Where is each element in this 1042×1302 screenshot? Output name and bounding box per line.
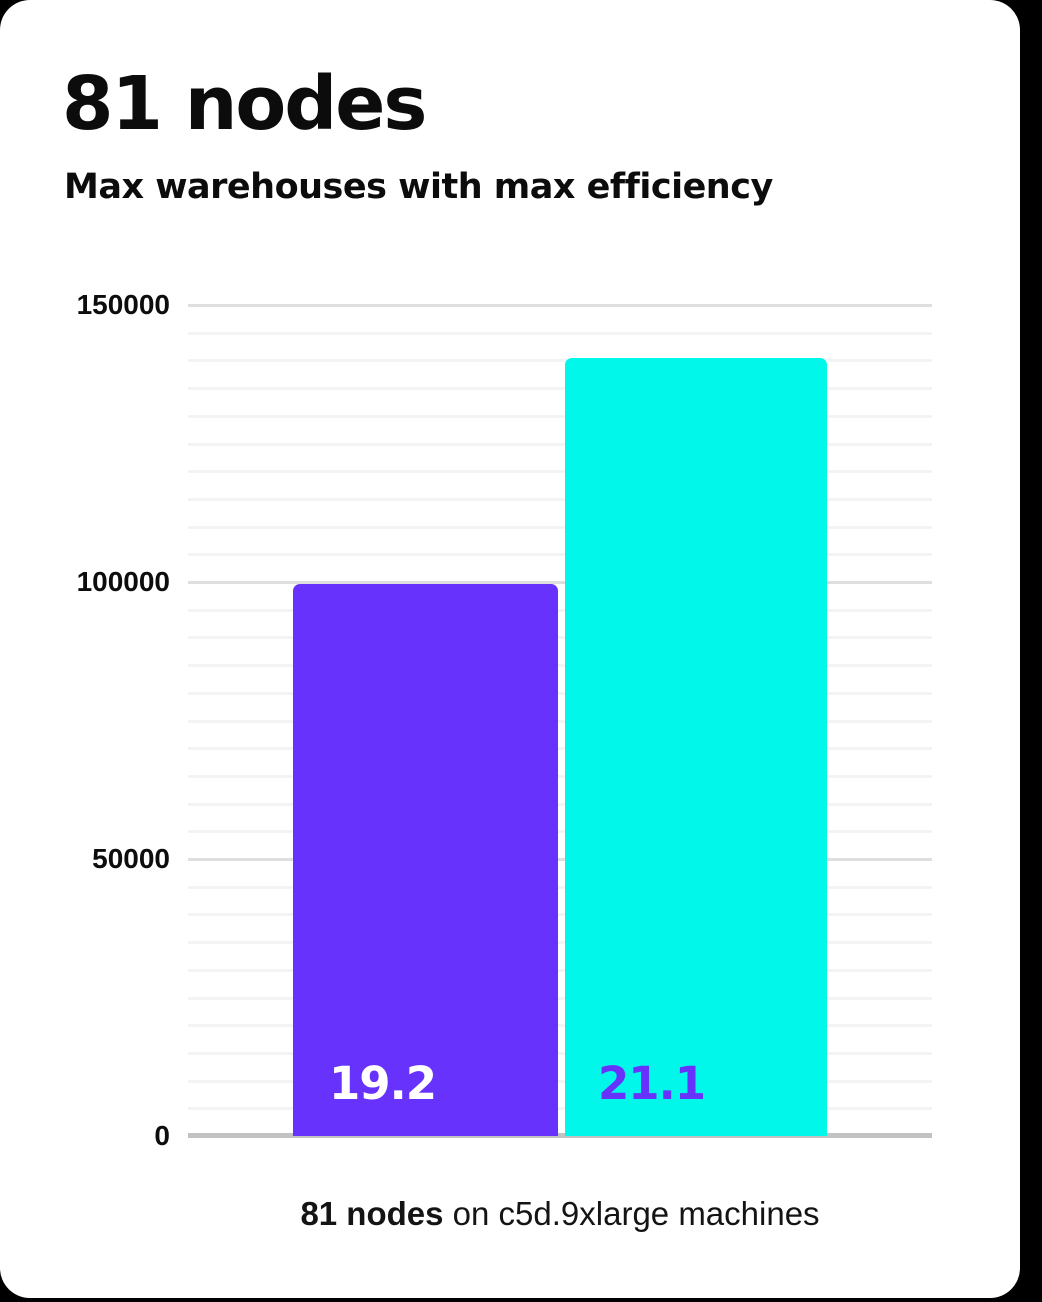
y-tick-label: 100000 (76, 566, 170, 597)
bar-chart: 19.2 21.1 0 50000 100000 150000 (76, 289, 932, 1151)
minor-gridline (188, 609, 932, 612)
minor-gridline (188, 830, 932, 833)
caption-regular-text: on c5d.9xlarge machines (443, 1195, 820, 1232)
bar-1: 19.2 (293, 584, 558, 1136)
minor-gridline (188, 720, 932, 723)
minor-gridline (188, 415, 932, 418)
minor-gridline (188, 470, 932, 473)
minor-gridline (188, 1107, 932, 1110)
bar-value-label: 21.1 (598, 1057, 706, 1110)
minor-gridline (188, 636, 932, 639)
minor-gridline (188, 997, 932, 1000)
minor-gridline (188, 443, 932, 446)
minor-gridline (188, 498, 932, 501)
minor-gridline (188, 1024, 932, 1027)
major-gridline (188, 858, 932, 861)
y-tick-label: 50000 (92, 843, 170, 874)
y-tick-label: 150000 (76, 289, 170, 320)
minor-gridline (188, 359, 932, 362)
minor-gridline (188, 913, 932, 916)
minor-gridline (188, 1080, 932, 1083)
x-axis-line (188, 1133, 932, 1138)
bar-2: 21.1 (565, 358, 827, 1136)
minor-gridline (188, 747, 932, 750)
caption: 81 nodes on c5d.9xlarge machines (188, 1194, 932, 1234)
minor-gridline (188, 692, 932, 695)
bar-value-label: 19.2 (329, 1057, 437, 1110)
minor-gridline (188, 526, 932, 529)
minor-gridline (188, 387, 932, 390)
page-subtitle: Max warehouses with max efficiency (64, 167, 773, 207)
caption-bold-text: 81 nodes (300, 1195, 444, 1232)
chart-card: 81 nodes Max warehouses with max efficie… (0, 0, 1020, 1298)
y-tick-label: 0 (154, 1120, 170, 1151)
minor-gridline (188, 803, 932, 806)
page-title: 81 nodes (62, 61, 427, 147)
minor-gridline (188, 332, 932, 335)
minor-gridline (188, 775, 932, 778)
minor-gridline (188, 886, 932, 889)
major-gridline (188, 304, 932, 307)
minor-gridline (188, 553, 932, 556)
minor-gridline (188, 664, 932, 667)
minor-gridline (188, 1052, 932, 1055)
minor-gridline (188, 969, 932, 972)
minor-gridline (188, 941, 932, 944)
major-gridline (188, 581, 932, 584)
